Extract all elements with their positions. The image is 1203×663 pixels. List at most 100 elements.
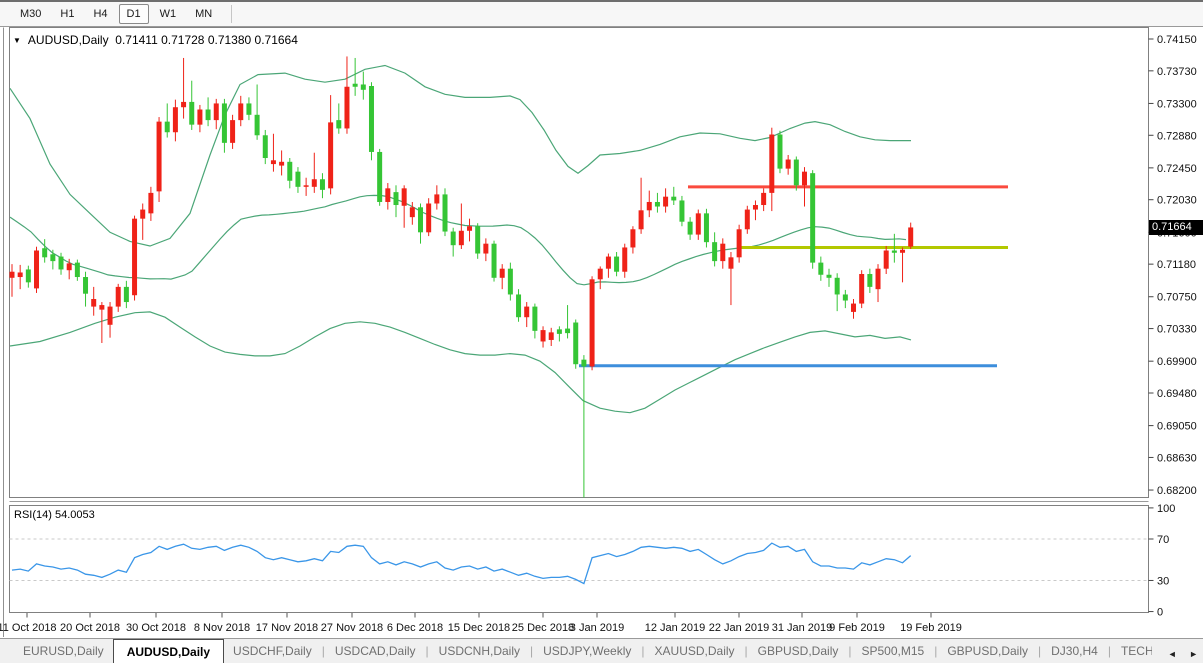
candle bbox=[254, 114, 260, 136]
candle bbox=[900, 249, 906, 253]
candle bbox=[581, 359, 587, 367]
rsi-tick-label: 30 bbox=[1157, 575, 1169, 587]
chart-tab-sp500-m15[interactable]: SP500,M15 bbox=[861, 644, 925, 658]
candle bbox=[744, 209, 750, 230]
candle bbox=[197, 109, 203, 125]
candle bbox=[622, 247, 628, 272]
candle bbox=[164, 121, 170, 133]
tab-separator: | bbox=[1107, 644, 1111, 658]
candle bbox=[793, 159, 799, 186]
candle bbox=[499, 268, 505, 278]
candle bbox=[761, 192, 767, 206]
tab-separator: | bbox=[530, 644, 534, 658]
chart-title: ▼ AUDUSD,Daily 0.71411 0.71728 0.71380 0.… bbox=[13, 33, 298, 47]
candle bbox=[752, 205, 758, 210]
chart-tab-usdcad-daily[interactable]: USDCAD,Daily bbox=[334, 644, 416, 658]
candle bbox=[401, 188, 407, 206]
candle bbox=[140, 209, 146, 219]
date-tick-label: 17 Nov 2018 bbox=[256, 622, 318, 634]
candle bbox=[908, 227, 914, 247]
candle bbox=[123, 286, 129, 303]
date-tick-label: 22 Jan 2019 bbox=[709, 622, 770, 634]
candle bbox=[74, 262, 80, 278]
candle bbox=[703, 213, 709, 243]
candle bbox=[654, 201, 660, 207]
timeframe-button-mn[interactable]: MN bbox=[187, 4, 220, 24]
candle bbox=[336, 120, 342, 129]
candle bbox=[279, 161, 285, 166]
chart-tab-usdjpy-weekly[interactable]: USDJPY,Weekly bbox=[543, 644, 632, 658]
candle bbox=[638, 210, 644, 230]
chart-tab-audusd-daily[interactable]: AUDUSD,Daily bbox=[112, 639, 225, 663]
candle bbox=[344, 86, 350, 129]
candle bbox=[867, 273, 873, 287]
timeframe-button-h4[interactable]: H4 bbox=[85, 4, 115, 24]
date-tick-label: 25 Dec 2018 bbox=[512, 622, 574, 634]
candle bbox=[679, 200, 685, 222]
candle bbox=[172, 107, 178, 133]
price-tick-label: 0.69900 bbox=[1157, 356, 1197, 368]
tab-scroll-arrows: ◄ ► bbox=[1151, 644, 1200, 662]
candle bbox=[434, 194, 440, 204]
date-tick-label: 27 Nov 2018 bbox=[321, 622, 383, 634]
candle bbox=[377, 151, 383, 202]
rsi-panel[interactable] bbox=[9, 505, 1149, 613]
candle bbox=[720, 243, 726, 262]
candle bbox=[671, 196, 677, 201]
candle bbox=[50, 254, 56, 262]
candle bbox=[540, 330, 546, 342]
timeframe-button-h1[interactable]: H1 bbox=[52, 4, 82, 24]
price-tick-label: 0.74150 bbox=[1157, 34, 1197, 46]
chart-tab-eurusd-daily[interactable]: EURUSD,Daily bbox=[23, 644, 104, 658]
candle bbox=[360, 84, 366, 90]
date-tick-label: 31 Jan 2019 bbox=[772, 622, 833, 634]
timeframe-button-w1[interactable]: W1 bbox=[152, 4, 185, 24]
tab-separator: | bbox=[934, 644, 938, 658]
candle bbox=[450, 231, 456, 246]
candle bbox=[891, 250, 897, 253]
candle bbox=[851, 303, 857, 312]
chart-tab-dj30-h4[interactable]: DJ30,H4 bbox=[1051, 644, 1098, 658]
price-tick-label: 0.73300 bbox=[1157, 98, 1197, 110]
candle bbox=[189, 101, 195, 125]
chart-canvas[interactable] bbox=[9, 27, 1149, 498]
candle bbox=[91, 299, 97, 307]
chart-tab-bar: EURUSD,Daily AUDUSD,Daily USDCHF,Daily | USD… bbox=[0, 638, 1203, 663]
rsi-indicator-label: RSI(14) 54.0053 bbox=[14, 509, 95, 521]
chart-tab-usdcnh-daily[interactable]: USDCNH,Daily bbox=[438, 644, 521, 658]
candle bbox=[270, 160, 276, 165]
date-tick-label: 15 Dec 2018 bbox=[448, 622, 510, 634]
candle bbox=[262, 135, 268, 159]
candle bbox=[859, 273, 865, 304]
collapse-icon[interactable]: ▼ bbox=[13, 36, 21, 45]
bollinger-middle-band bbox=[9, 194, 907, 286]
tab-scroll-right-icon[interactable]: ► bbox=[1189, 649, 1198, 659]
candle bbox=[58, 256, 64, 270]
candle bbox=[516, 294, 522, 318]
price-tick-label: 0.68630 bbox=[1157, 452, 1197, 464]
tab-separator: | bbox=[744, 644, 748, 658]
candle bbox=[295, 171, 301, 187]
candle bbox=[442, 194, 448, 232]
chart-tab-gbpusd-daily[interactable]: GBPUSD,Daily bbox=[757, 644, 839, 658]
timeframe-button-m30[interactable]: M30 bbox=[12, 4, 49, 24]
price-tick-label: 0.68200 bbox=[1157, 485, 1197, 497]
price-tick-label: 0.72450 bbox=[1157, 163, 1197, 175]
candle bbox=[736, 229, 742, 258]
candle bbox=[507, 268, 513, 295]
tab-separator: | bbox=[321, 644, 325, 658]
candle bbox=[107, 306, 113, 325]
rsi-line bbox=[11, 542, 912, 585]
candle bbox=[34, 250, 40, 289]
chart-tab-usdchf-daily[interactable]: USDCHF,Daily bbox=[233, 644, 312, 658]
candle bbox=[368, 85, 374, 152]
chart-tab-xauusd-daily[interactable]: XAUUSD,Daily bbox=[654, 644, 735, 658]
timeframe-button-d1[interactable]: D1 bbox=[118, 4, 149, 24]
candle bbox=[25, 269, 31, 283]
chart-tab-gbpusd-daily[interactable]: GBPUSD,Daily bbox=[947, 644, 1029, 658]
candle bbox=[156, 121, 162, 192]
candle bbox=[409, 207, 415, 218]
tab-scroll-left-icon[interactable]: ◄ bbox=[1167, 649, 1177, 659]
date-tick-label: 3 Jan 2019 bbox=[570, 622, 624, 634]
